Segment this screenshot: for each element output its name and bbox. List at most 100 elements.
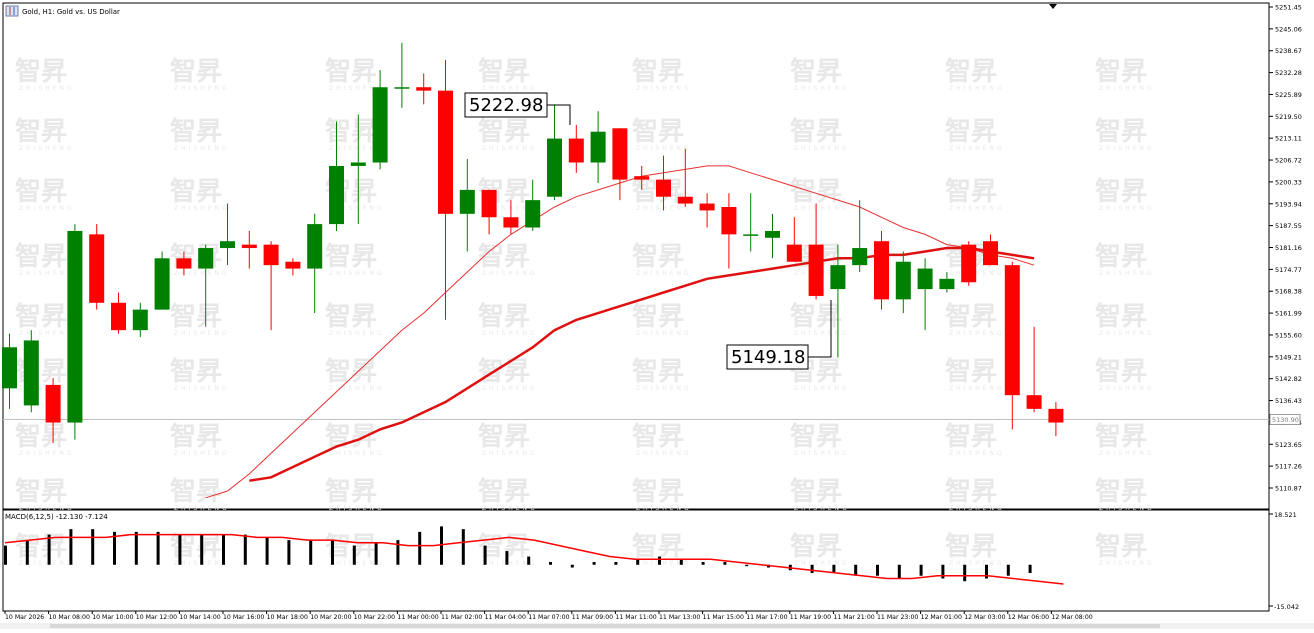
watermark-logo-text: ZHISHENG (329, 270, 385, 277)
low-price-label: 5149.18 (731, 347, 805, 368)
candle-body (874, 241, 889, 300)
watermark-logo-text: ZHISHENG (329, 505, 385, 512)
watermark-logo: 智昇 (325, 117, 377, 147)
price-axis-label: 5149.21 (1275, 353, 1302, 361)
high-label-connector (547, 104, 571, 125)
watermark-logo-text: ZHISHENG (949, 450, 1005, 457)
candle-body (765, 230, 780, 238)
macd-bar (287, 540, 291, 565)
watermark-logo: 智昇 (170, 477, 222, 507)
watermark-logo: 智昇 (1095, 177, 1147, 207)
window-title: Gold, H1: Gold vs. US Dollar (5, 5, 120, 17)
price-axis-label: 5181.16 (1275, 244, 1302, 252)
watermark-logo: 智昇 (632, 477, 684, 507)
watermark-logo-text: ZHISHENG (482, 505, 538, 512)
candle-body (1048, 408, 1064, 423)
watermark-logo: 智昇 (945, 422, 997, 452)
macd-bar (658, 556, 661, 565)
watermark-logo-text: ZHISHENG (174, 450, 230, 457)
watermark-logo: 智昇 (1095, 242, 1147, 272)
watermark-logo: 智昇 (945, 57, 997, 87)
watermark-logo: 智昇 (632, 302, 684, 332)
watermark-logo: 智昇 (478, 117, 530, 147)
macd-bar (91, 529, 95, 565)
watermark-logo: 智昇 (478, 532, 530, 562)
time-axis-label: 10 Mar 10:00 (92, 614, 133, 621)
time-axis-label: 11 Mar 21:00 (833, 614, 874, 621)
price-annotations[interactable]: 5222.98 5149.18 (464, 92, 832, 370)
candle-body (961, 244, 977, 283)
time-axis-label: 10 Mar 18:00 (267, 614, 308, 621)
watermark-logo-text: ZHISHENG (329, 330, 385, 337)
watermark-logo: 智昇 (1095, 532, 1147, 562)
macd-bar (527, 556, 531, 565)
time-axis-label: 10 Mar 14:00 (179, 614, 220, 621)
macd-frame (2, 509, 1270, 612)
watermark-logo-text: ZHISHENG (794, 330, 850, 337)
watermark-logo: 智昇 (478, 302, 530, 332)
time-axis-label: 10 Mar 16:00 (223, 614, 264, 621)
time-axis-label: 11 Mar 02:00 (441, 614, 482, 621)
price-axis-label: 5161.99 (1275, 310, 1302, 318)
watermark-logo: 智昇 (632, 117, 684, 147)
watermark-logo: 智昇 (170, 302, 222, 332)
watermark-logo-text: ZHISHENG (19, 450, 75, 457)
watermark-logo-text: ZHISHENG (636, 270, 692, 277)
low-price-label-box[interactable] (726, 344, 809, 370)
time-axis-label: 10 Mar 2026 (5, 614, 44, 621)
shift-indicator-icon[interactable] (1049, 4, 1057, 9)
time-axis-label: 10 Mar 22:00 (354, 614, 395, 621)
candle-body (220, 241, 235, 249)
watermark-logo-text: ZHISHENG (1099, 560, 1155, 567)
watermark-logo-text: ZHISHENG (174, 330, 230, 337)
watermark-logo: 智昇 (790, 302, 842, 332)
price-axis-label: 5238.67 (1275, 47, 1302, 55)
watermark-logo-text: ZHISHENG (794, 560, 850, 567)
macd-bar (352, 545, 356, 565)
time-axis-label: 11 Mar 23:00 (877, 614, 918, 621)
candle-body (67, 230, 83, 423)
macd-bar (222, 534, 225, 565)
watermark-logo: 智昇 (325, 302, 377, 332)
current-price-label: 5130.90 (1272, 416, 1299, 424)
scrollbar-thumb[interactable] (50, 624, 1160, 628)
watermark-logo: 智昇 (478, 357, 530, 387)
watermark-logo: 智昇 (15, 357, 67, 387)
macd-indicator (4, 526, 1064, 585)
low-label-connector (808, 300, 832, 358)
watermark-logo: 智昇 (478, 57, 530, 87)
watermark-logo: 智昇 (1095, 117, 1147, 147)
price-axis-label: 5110.87 (1275, 485, 1302, 493)
macd-bar (1006, 564, 1010, 576)
watermark-logo: 智昇 (170, 357, 222, 387)
watermark-logo-text: ZHISHENG (794, 450, 850, 457)
watermark-logo: 智昇 (1095, 57, 1147, 87)
watermark-logo: 智昇 (1095, 302, 1147, 332)
candle-body (1004, 265, 1020, 396)
candle-body (503, 217, 519, 228)
macd-bar (178, 534, 182, 565)
watermark-logo: 智昇 (945, 357, 997, 387)
macd-bar (113, 531, 116, 565)
candle-body (2, 347, 17, 389)
price-axis-label: 5168.38 (1275, 288, 1302, 296)
time-axis-label: 11 Mar 07:00 (528, 614, 569, 621)
candlesticks (2, 42, 1064, 444)
time-axis-label: 11 Mar 09:00 (572, 614, 613, 621)
candle-body (176, 258, 192, 269)
candle-body (917, 268, 933, 290)
candle-body (852, 248, 868, 266)
candle-body (634, 176, 650, 180)
macd-axis-top: 18.521 (1274, 511, 1297, 519)
watermark-logo-text: ZHISHENG (19, 560, 75, 567)
watermark-logo: 智昇 (170, 422, 222, 452)
macd-bar (810, 564, 814, 573)
candle-body (939, 278, 955, 290)
watermark-layer: 智昇ZHISHENG智昇ZHISHENG智昇ZHISHENG智昇ZHISHENG… (15, 57, 1155, 567)
macd-bar (854, 564, 858, 576)
watermark-logo-text: ZHISHENG (329, 385, 385, 392)
time-axis-label: 12 Mar 08:00 (1051, 614, 1092, 621)
watermark-logo: 智昇 (478, 422, 530, 452)
